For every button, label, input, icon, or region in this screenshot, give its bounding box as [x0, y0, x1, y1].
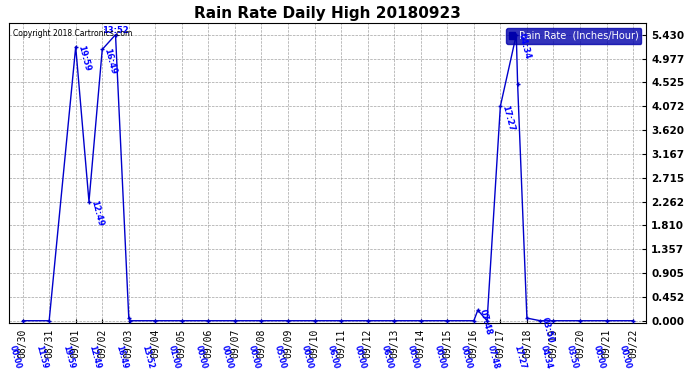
Text: 17:27: 17:27: [500, 104, 516, 132]
Text: 16:49: 16:49: [114, 344, 129, 370]
Text: 03:50: 03:50: [565, 344, 580, 370]
Text: 13:52: 13:52: [102, 26, 129, 35]
Text: 00:00: 00:00: [618, 344, 633, 370]
Text: 12:49: 12:49: [89, 199, 105, 227]
Text: Copyright 2018 Cartronics.com: Copyright 2018 Cartronics.com: [12, 29, 132, 38]
Text: 00:00: 00:00: [591, 344, 607, 370]
Legend: Rain Rate  (Inches/Hour): Rain Rate (Inches/Hour): [506, 28, 642, 44]
Text: 00:00: 00:00: [353, 344, 368, 370]
Text: 19:59: 19:59: [61, 344, 76, 370]
Text: 00:00: 00:00: [193, 344, 208, 370]
Text: 11:59: 11:59: [34, 344, 49, 370]
Text: 04:34: 04:34: [516, 32, 532, 60]
Text: 00:00: 00:00: [406, 344, 421, 370]
Text: 00:00: 00:00: [220, 344, 235, 370]
Text: 07:48: 07:48: [485, 344, 500, 370]
Text: 01:00: 01:00: [167, 344, 182, 370]
Text: 13:52: 13:52: [141, 344, 155, 370]
Text: 00:00: 00:00: [433, 344, 447, 370]
Text: 00:00: 00:00: [8, 344, 23, 370]
Text: 07:48: 07:48: [477, 308, 493, 336]
Text: 06:00: 06:00: [326, 344, 341, 370]
Title: Rain Rate Daily High 20180923: Rain Rate Daily High 20180923: [195, 6, 462, 21]
Text: 00:00: 00:00: [459, 344, 474, 370]
Text: 16:49: 16:49: [102, 47, 118, 75]
Text: 04:34: 04:34: [538, 344, 553, 370]
Text: 06:00: 06:00: [380, 344, 394, 370]
Text: 05:00: 05:00: [273, 344, 288, 370]
Text: 19:59: 19:59: [76, 45, 91, 72]
Text: 00:00: 00:00: [246, 344, 262, 370]
Text: 00:00: 00:00: [299, 344, 315, 370]
Text: 17:27: 17:27: [512, 344, 527, 370]
Text: 12:49: 12:49: [88, 344, 102, 370]
Text: 03:50: 03:50: [540, 316, 555, 344]
